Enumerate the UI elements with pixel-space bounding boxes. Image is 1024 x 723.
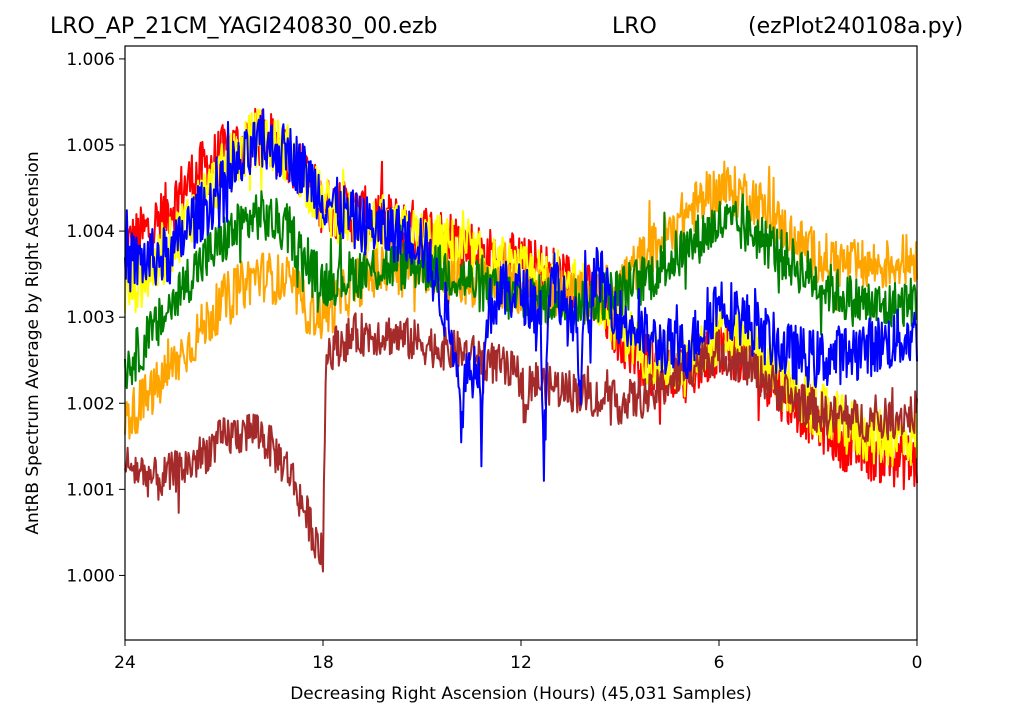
y-tick-label: 1.001 [66,480,115,500]
y-tick-label: 1.005 [66,136,115,156]
plot-title-station: LRO [612,14,657,39]
y-axis: 1.000 1.001 1.002 1.003 1.004 1.005 1.006 [66,50,125,586]
x-axis: 24 18 12 6 0 [114,640,922,673]
series-line-4 [124,312,918,573]
y-tick-label: 1.004 [66,222,115,242]
y-tick-label: 1.006 [66,50,115,70]
series-layer [124,107,918,573]
series-line-2 [124,160,918,440]
y-tick-label: 1.000 [66,566,115,586]
x-tick-label: 12 [510,653,532,673]
x-tick-label: 18 [312,653,334,673]
x-axis-label: Decreasing Right Ascension (Hours) (45,0… [290,684,752,704]
plot-title-script: (ezPlot240108a.py) [748,14,964,39]
x-tick-label: 6 [714,653,725,673]
y-axis-label: AntRB Spectrum Average by Right Ascensio… [23,151,43,534]
plot-title-filename: LRO_AP_21CM_YAGI240830_00.ezb [50,14,438,39]
series-line-5 [124,108,918,482]
y-tick-label: 1.003 [66,308,115,328]
x-tick-label: 24 [114,653,136,673]
y-tick-label: 1.002 [66,394,115,414]
x-tick-label: 0 [912,653,923,673]
